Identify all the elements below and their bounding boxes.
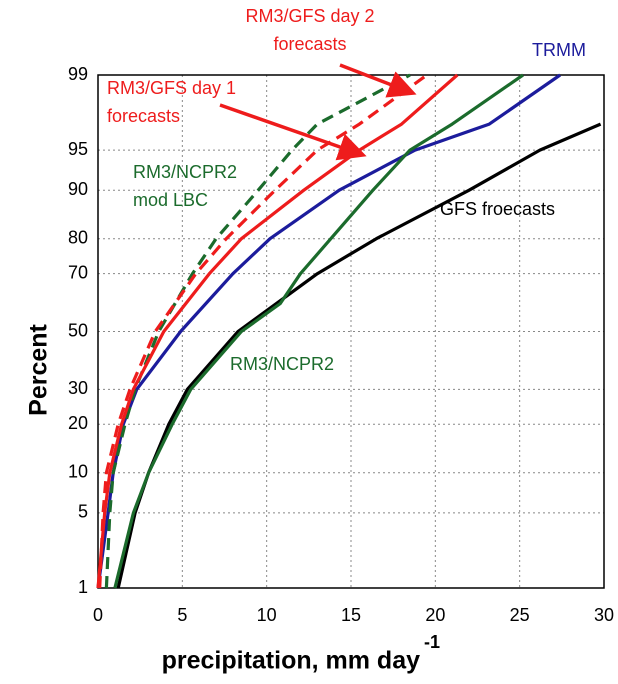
- x-tick-label: 10: [257, 605, 277, 625]
- y-tick-label: 5: [78, 502, 88, 522]
- y-tick-label: 70: [68, 262, 88, 282]
- arrow: [219, 103, 367, 161]
- x-tick-label: 30: [594, 605, 614, 625]
- y-tick-label: 80: [68, 227, 88, 247]
- series-label: TRMM: [532, 40, 586, 60]
- series-label: RM3/GFS day 2 forecasts: [245, 6, 375, 54]
- y-tick-label: 20: [68, 413, 88, 433]
- series-line: [96, 73, 562, 589]
- y-tick-label: 95: [68, 139, 88, 159]
- x-axis-label-exponent: -1: [424, 632, 440, 652]
- series-label: GFS froecasts: [440, 199, 556, 219]
- arrow: [339, 63, 417, 98]
- x-tick-label: 5: [177, 605, 187, 625]
- y-tick-label: 30: [68, 378, 88, 398]
- y-axis-label: Percent: [25, 323, 53, 415]
- x-tick-label: 20: [425, 605, 445, 625]
- series-line: [113, 73, 524, 589]
- x-tick-label: 25: [510, 605, 530, 625]
- y-tick-label: 1: [78, 577, 88, 597]
- x-axis-label: precipitation, mm day: [162, 647, 420, 675]
- series-label: RM3/NCPR2: [230, 354, 335, 374]
- y-tick-label: 10: [68, 462, 88, 482]
- series-line: [98, 73, 428, 589]
- series-label: RM3/GFS day 1 forecasts: [107, 78, 237, 126]
- y-tick-label: 90: [68, 179, 88, 199]
- y-tick-label: 50: [68, 320, 88, 340]
- plot-frame: [97, 74, 605, 589]
- y-tick-label: 99: [68, 64, 88, 84]
- series-label: RM3/NCPR2 mod LBC: [133, 162, 238, 210]
- x-tick-label: 0: [93, 605, 103, 625]
- x-tick-label: 15: [341, 605, 361, 625]
- series-line: [104, 73, 411, 589]
